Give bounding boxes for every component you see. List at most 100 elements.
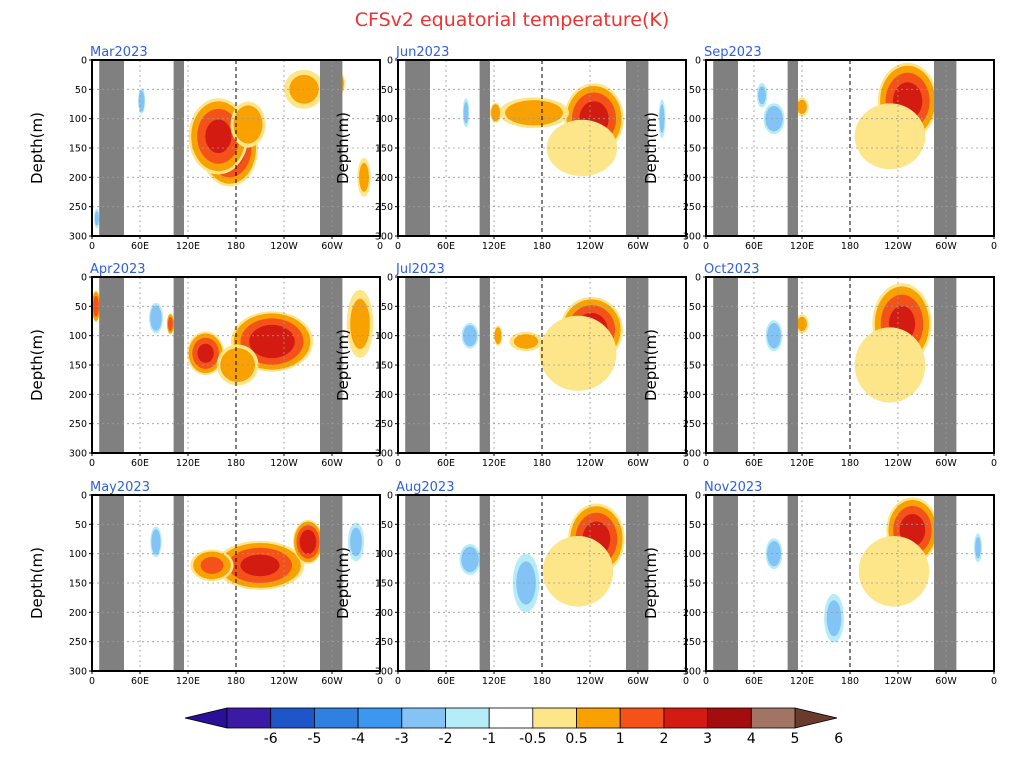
x-tick-label: 60W	[935, 458, 957, 469]
anomaly-feature-1-level-3	[205, 119, 232, 154]
panel-body	[398, 277, 686, 453]
colorbar-swatch-7	[532, 707, 577, 729]
y-tick-label: 150	[69, 579, 87, 590]
x-tick-label: 180	[227, 676, 245, 687]
y-tick-label: 50	[75, 520, 87, 531]
y-tick-label: 300	[375, 449, 393, 460]
y-tick-label: 100	[683, 114, 701, 125]
x-tick-label: 0	[89, 676, 95, 687]
y-tick-label: 150	[375, 144, 393, 155]
anomaly-feature-2-level-1	[233, 105, 263, 144]
land-band-2	[934, 495, 957, 671]
anomaly-feature-5-level-1	[659, 104, 665, 134]
anomaly-feature-2-level-1	[767, 541, 781, 567]
y-tick-label: 100	[375, 114, 393, 125]
x-tick-label: 0	[395, 676, 401, 687]
land-band-2	[934, 60, 957, 236]
y-tick-label: 0	[81, 56, 87, 67]
colorbar-swatch-11	[707, 707, 752, 729]
land-band-2	[626, 495, 649, 671]
y-axis-label: Depth(m)	[28, 547, 46, 619]
y-tick-label: 0	[387, 273, 393, 284]
anomaly-feature-1-level-3	[197, 343, 214, 363]
y-tick-label: 150	[683, 579, 701, 590]
x-tick-label: 120E	[176, 458, 200, 469]
y-tick-label: 50	[689, 302, 701, 313]
panel-label: Oct2023	[704, 262, 760, 277]
y-tick-label: 250	[375, 202, 393, 213]
colorbar-label: -3	[395, 731, 409, 747]
colorbar-label: -2	[439, 731, 453, 747]
y-tick-label: 50	[381, 85, 393, 96]
anomaly-feature-1-level-0.5	[539, 315, 617, 391]
x-tick-label: 180	[533, 241, 551, 252]
x-tick-label: 180	[227, 458, 245, 469]
x-tick-label: 120E	[790, 676, 814, 687]
panel-label: Sep2023	[704, 45, 762, 60]
colorbar-label: -1	[482, 731, 496, 747]
colorbar-swatch-4	[401, 707, 446, 729]
anomaly-feature-4-level-1	[975, 537, 981, 559]
colorbar: -6 -5 -4 -3 -2 -1 -0.5 0.5 1 2 3 4 5 6	[184, 707, 843, 747]
x-tick-label: 120W	[270, 241, 298, 252]
colorbar-swatch-2	[313, 707, 359, 729]
colorbar-label: -4	[351, 731, 365, 747]
x-tick-label: 60E	[131, 676, 149, 687]
x-tick-label: 0	[395, 241, 401, 252]
y-tick-label: 200	[375, 608, 393, 619]
anomaly-feature-1-level-2	[200, 556, 224, 574]
x-tick-label: 180	[841, 241, 859, 252]
panel-label: Jul2023	[395, 262, 445, 277]
y-tick-label: 150	[683, 361, 701, 372]
x-tick-label: 0	[683, 241, 689, 252]
y-tick-label: 150	[375, 361, 393, 372]
land-band-2	[934, 277, 957, 453]
anomaly-feature-2-level-1	[461, 546, 479, 573]
y-tick-label: 50	[689, 85, 701, 96]
x-tick-label: 120W	[576, 676, 604, 687]
panel-body	[92, 495, 380, 671]
panel-body	[706, 495, 994, 671]
x-tick-label: 180	[533, 458, 551, 469]
anomaly-feature-4-level-2	[168, 316, 173, 331]
y-tick-label: 250	[69, 419, 87, 430]
anomaly-feature-1-level-0.5	[858, 536, 930, 607]
x-tick-label: 120E	[176, 676, 200, 687]
x-tick-label: 180	[841, 676, 859, 687]
anomaly-feature-0-level-3	[240, 554, 280, 577]
x-tick-label: 0	[991, 241, 997, 252]
colorbar-swatch-6	[488, 707, 534, 729]
anomaly-feature-1-level-0.5	[542, 536, 614, 607]
x-tick-label: 60W	[627, 676, 649, 687]
anomaly-feature-3-level-1	[513, 334, 539, 349]
y-tick-label: 100	[683, 549, 701, 560]
anomaly-feature-3-level-1	[516, 561, 536, 605]
colorbar-label: -6	[264, 731, 278, 747]
y-axis-label: Depth(m)	[642, 329, 660, 401]
y-axis-label: Depth(m)	[28, 112, 46, 184]
colorbar-label: 6	[834, 731, 843, 747]
x-tick-label: 0	[683, 676, 689, 687]
x-tick-label: 60W	[627, 241, 649, 252]
x-tick-label: 120E	[482, 458, 506, 469]
y-tick-label: 200	[69, 608, 87, 619]
colorbar-swatch-3	[357, 707, 403, 729]
anomaly-feature-2-level-1	[767, 323, 781, 349]
x-tick-label: 0	[683, 458, 689, 469]
x-tick-label: 0	[703, 676, 709, 687]
panel-body	[398, 495, 686, 671]
x-tick-label: 60E	[745, 241, 763, 252]
x-tick-label: 60W	[935, 676, 957, 687]
x-tick-label: 60E	[437, 241, 455, 252]
y-tick-label: 200	[69, 390, 87, 401]
x-tick-label: 180	[841, 458, 859, 469]
anomaly-feature-3-level-1	[463, 102, 469, 124]
panel-label: Mar2023	[90, 45, 148, 60]
y-tick-label: 300	[69, 232, 87, 243]
anomaly-feature-3-level-1	[150, 305, 162, 331]
y-tick-label: 250	[375, 419, 393, 430]
x-tick-label: 60E	[131, 241, 149, 252]
